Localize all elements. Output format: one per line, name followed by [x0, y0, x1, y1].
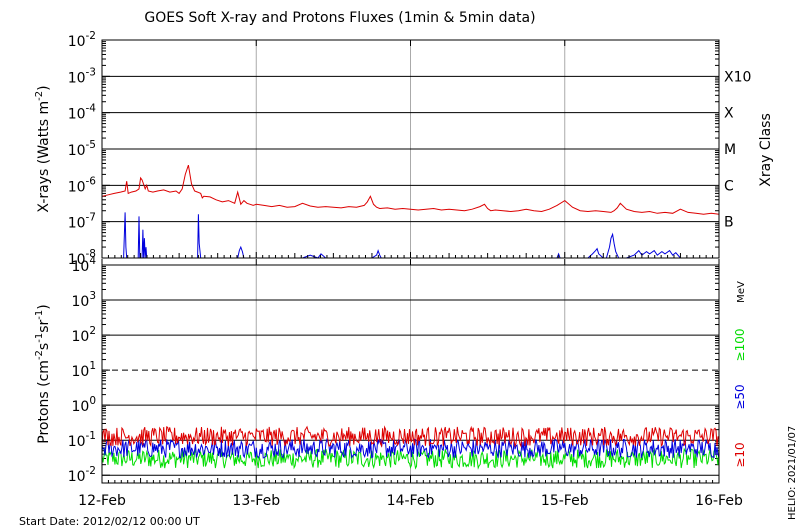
proton-units-label: MeV	[736, 281, 747, 303]
xray-class-label: X	[724, 106, 734, 122]
proton-panel: 10-2 10-1 100 101 102 103 104 Protons (cm-2s-1s…	[34, 255, 747, 485]
xray-y-tick-label: 10-6	[68, 175, 97, 195]
proton-y-axis-label: Protons (cm-2s-1sr-1)	[34, 304, 52, 443]
credit-label: HELIO: 2021/01/07	[787, 426, 798, 520]
xray-class-label: B	[724, 215, 734, 231]
xray-y-tick-label: 10-7	[68, 212, 96, 232]
xray-class-label: C	[724, 178, 734, 194]
xray-long-channel-line	[101, 164, 720, 215]
proton-series-line	[101, 447, 720, 470]
xray-y-tick-label: 10-2	[68, 30, 96, 50]
proton-y-tick-label: 100	[71, 395, 96, 415]
proton-legend-label: ≥10	[733, 442, 747, 467]
x-tick-label: 12-Feb	[78, 493, 126, 509]
proton-y-tick-label: 10-1	[68, 430, 96, 450]
proton-y-tick-label: 10-2	[68, 465, 96, 485]
proton-series-line	[101, 425, 720, 449]
chart-title: GOES Soft X-ray and Protons Fluxes (1min…	[144, 10, 535, 26]
proton-y-tick-label: 102	[71, 325, 96, 345]
start-date-label: Start Date: 2012/02/12 00:00 UT	[19, 515, 200, 528]
xray-y-tick-label: 10-3	[68, 66, 96, 86]
x-tick-label: 13-Feb	[232, 493, 280, 509]
xray-panel: 10-8 10-7 10-6 10-5 10-4 10-3 10-2 X-rays (Watt…	[34, 30, 774, 268]
xray-y-tick-label: 10-4	[68, 103, 97, 123]
proton-y-tick-label: 104	[71, 255, 96, 275]
proton-y-tick-label: 101	[71, 360, 96, 380]
xray-class-axis-label: Xray Class	[758, 113, 774, 187]
xray-y-axis-label: X-rays (Watts m-2)	[34, 85, 52, 212]
x-tick-label: 14-Feb	[387, 493, 435, 509]
xray-y-tick-label: 10-5	[68, 139, 96, 159]
proton-y-tick-label: 103	[71, 290, 96, 310]
proton-legend-label: ≥100	[733, 329, 747, 362]
xray-class-label: X10	[724, 69, 751, 85]
x-tick-label: 15-Feb	[541, 493, 589, 509]
xray-class-label: M	[724, 142, 736, 158]
proton-legend-label: ≥50	[733, 384, 747, 409]
x-tick-label: 16-Feb	[695, 493, 743, 509]
xray-y-tick-label: 10-8	[68, 248, 96, 268]
